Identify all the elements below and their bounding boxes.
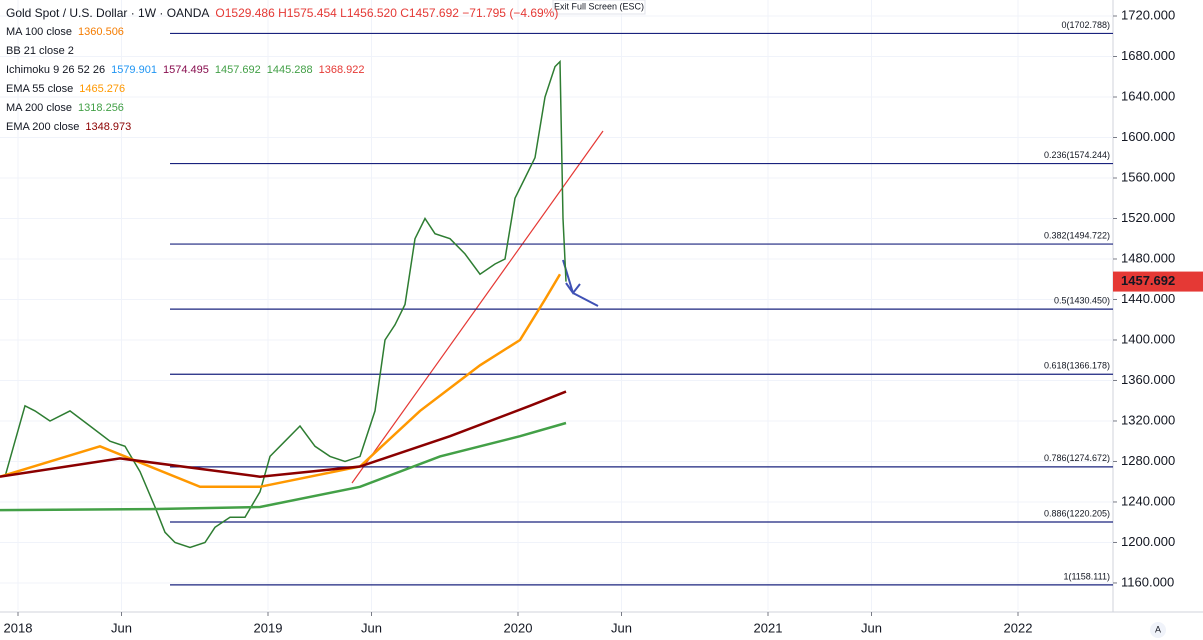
indicator-value: 1457.692 bbox=[214, 64, 261, 76]
indicator-value: 1368.922 bbox=[318, 64, 365, 76]
fib-label: 0.236(1574.244) bbox=[1044, 150, 1110, 160]
legend-value: 1348.973 bbox=[85, 121, 132, 133]
legend-name: EMA 55 close bbox=[6, 83, 74, 95]
y-tick-label: 1720.000 bbox=[1121, 7, 1175, 22]
indicator-value: 1445.288 bbox=[266, 64, 313, 76]
settings-icon-label: A bbox=[1155, 624, 1161, 634]
header-row: Gold Spot / U.S. Dollar · 1W · OANDA O152… bbox=[6, 4, 564, 23]
series-line bbox=[0, 390, 567, 478]
x-tick-label: 2018 bbox=[4, 620, 33, 635]
notice-box bbox=[552, 0, 646, 15]
legend-value: 1318.256 bbox=[78, 102, 124, 114]
series-line bbox=[0, 421, 567, 512]
series-line bbox=[0, 273, 562, 489]
x-tick-label: 2021 bbox=[754, 620, 783, 635]
y-tick-label: 1400.000 bbox=[1121, 331, 1175, 346]
notice: Exit Full Screen (ESC) bbox=[554, 1, 644, 11]
last-price-box bbox=[1113, 271, 1203, 292]
y-tick-label: 1600.000 bbox=[1121, 129, 1175, 144]
x-tick-label: Jun bbox=[861, 620, 882, 635]
y-tick-label: 1640.000 bbox=[1121, 88, 1175, 103]
legend-row[interactable]: EMA 55 close 1465.276 bbox=[6, 80, 564, 99]
y-tick-label: 1480.000 bbox=[1121, 250, 1175, 265]
x-tick-label: 2020 bbox=[504, 620, 533, 635]
legend-value: 1465.276 bbox=[79, 83, 126, 95]
x-tick-label: Jun bbox=[111, 620, 132, 635]
series-line bbox=[4, 59, 567, 549]
legend-row[interactable]: MA 200 close 1318.256 bbox=[6, 99, 564, 118]
indicator-row[interactable]: BB 21 close 2 bbox=[6, 42, 564, 61]
indicator-name: MA 100 close bbox=[6, 26, 73, 38]
y-tick-label: 1520.000 bbox=[1121, 210, 1175, 225]
legend-row[interactable]: EMA 200 close 1348.973 bbox=[6, 118, 564, 137]
legend-name: MA 200 close bbox=[6, 102, 73, 114]
fib-label: 0(1702.788) bbox=[1061, 20, 1110, 30]
x-tick-label: Jun bbox=[361, 620, 382, 635]
indicator-value: 1574.495 bbox=[162, 64, 209, 76]
fib-label: 0.886(1220.205) bbox=[1044, 508, 1110, 518]
x-tick-label: 2019 bbox=[254, 620, 283, 635]
x-tick-label: Jun bbox=[611, 620, 632, 635]
fib-label: 0.382(1494.722) bbox=[1044, 230, 1110, 240]
indicator-value: 1360.506 bbox=[78, 26, 124, 38]
settings-icon[interactable] bbox=[1150, 622, 1166, 638]
fib-label: 0.5(1430.450) bbox=[1054, 296, 1110, 306]
fib-label: 0.786(1274.672) bbox=[1044, 453, 1110, 463]
fib-label: 0.618(1366.178) bbox=[1044, 361, 1110, 371]
y-tick-label: 1320.000 bbox=[1121, 412, 1175, 427]
legend: Gold Spot / U.S. Dollar · 1W · OANDA O152… bbox=[6, 4, 564, 137]
last-price-label: 1457.692 bbox=[1121, 273, 1175, 288]
y-tick-label: 1280.000 bbox=[1121, 453, 1175, 468]
y-tick-label: 1240.000 bbox=[1121, 493, 1175, 508]
y-tick-label: 1680.000 bbox=[1121, 48, 1175, 63]
y-tick-label: 1560.000 bbox=[1121, 169, 1175, 184]
x-tick-label: 2022 bbox=[1004, 620, 1033, 635]
indicator-value: 1579.901 bbox=[111, 64, 157, 76]
indicator-name: BB 21 close 2 bbox=[6, 45, 74, 57]
legend-name: EMA 200 close bbox=[6, 121, 80, 133]
indicator-name: Ichimoku 9 26 52 26 bbox=[6, 64, 106, 76]
indicator-row[interactable]: Ichimoku 9 26 52 26 1579.901 1574.495 1457.… bbox=[6, 61, 564, 80]
symbol-title: Gold Spot / U.S. Dollar · 1W · OANDA bbox=[6, 6, 210, 20]
trend-line bbox=[351, 130, 604, 484]
indicator-row[interactable]: MA 100 close 1360.506 bbox=[6, 23, 564, 42]
y-tick-label: 1360.000 bbox=[1121, 372, 1175, 387]
y-tick-label: 1160.000 bbox=[1121, 574, 1174, 589]
fib-label: 1(1158.111) bbox=[1063, 571, 1110, 581]
y-tick-label: 1440.000 bbox=[1121, 291, 1175, 306]
y-tick-label: 1200.000 bbox=[1121, 534, 1175, 549]
ohlc: O1529.486 H1575.454 L1456.520 C1457.692 … bbox=[215, 6, 559, 20]
